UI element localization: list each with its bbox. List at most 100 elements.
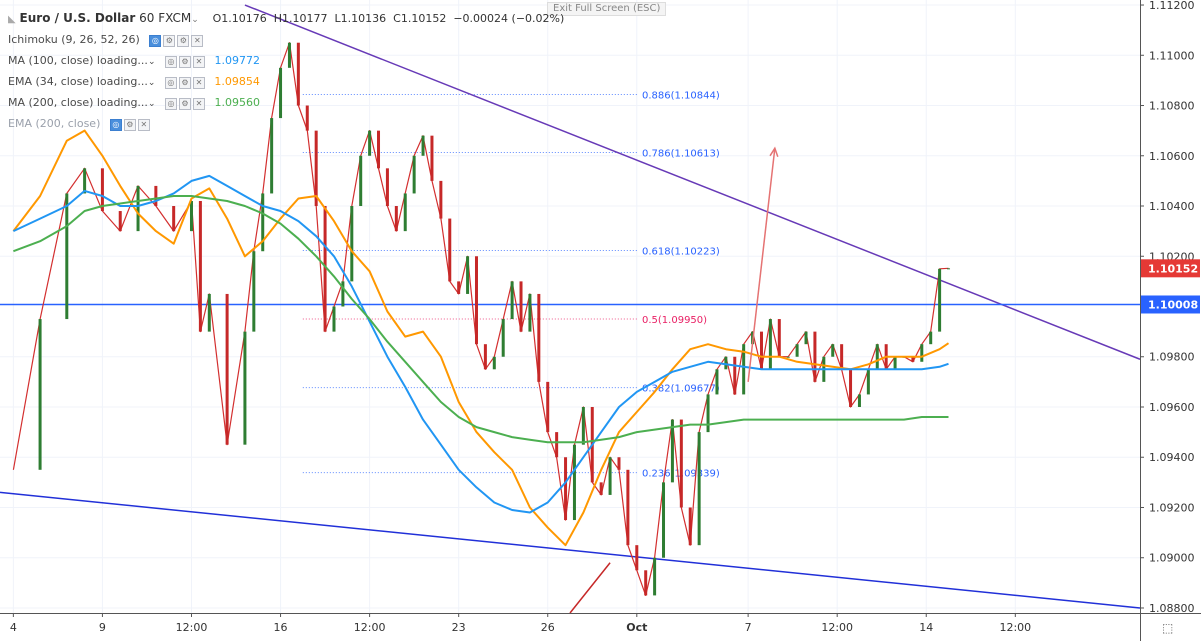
candle-body (118, 211, 122, 232)
grid (0, 0, 1140, 613)
candle-body (38, 319, 42, 470)
candle-body (679, 419, 683, 508)
candle-body (929, 331, 933, 345)
eye-icon[interactable]: ◎ (164, 97, 177, 110)
indicator-ichimoku[interactable]: Ichimoku (9, 26, 52, 26) ◎ ⚙ ⚙ ✕ (8, 33, 205, 47)
candle-body (875, 344, 879, 370)
candle-body (635, 545, 639, 571)
candle-body (457, 281, 461, 294)
close-icon[interactable]: ✕ (192, 76, 205, 89)
collapse-icon[interactable]: ◣ (8, 14, 16, 25)
visibility-icon[interactable]: ◎ (109, 118, 122, 131)
candle-body (65, 193, 69, 320)
eye-icon[interactable]: ◎ (164, 76, 177, 89)
price-label: 1.10152 (1148, 262, 1198, 275)
candle-body (368, 130, 372, 156)
candle-body (795, 344, 799, 357)
candle-body (688, 507, 692, 546)
ohlc-low: L1.10136 (334, 12, 387, 25)
candle-body (421, 135, 425, 156)
indicator-label: MA (100, close) loading... (8, 54, 148, 67)
symbol-header: ◣ Euro / U.S. Dollar 60 FXCM⌄ O1.10176 H… (8, 11, 564, 25)
candle-body (813, 331, 817, 382)
settings-icon[interactable]: ⚙ (163, 34, 176, 47)
candle-body (742, 344, 746, 395)
eye-icon[interactable]: ◎ (164, 55, 177, 68)
visibility-icon[interactable]: ◎ (149, 34, 162, 47)
candle-body (430, 135, 434, 181)
chevron-down-icon[interactable]: ⌄ (147, 57, 156, 67)
arrow-head (769, 146, 779, 157)
x-tick-label: 4 (10, 621, 17, 634)
price-label: 1.10008 (1148, 298, 1198, 311)
candle-body (768, 319, 772, 370)
candle-body (287, 42, 291, 68)
chevron-down-icon[interactable]: ⌄ (191, 15, 199, 25)
close-icon[interactable]: ✕ (192, 97, 205, 110)
candle-body (403, 193, 407, 232)
candle-body (394, 206, 398, 232)
candle-body (866, 369, 870, 395)
ohlc-change: −0.00024 (−0.02%) (453, 12, 565, 25)
target-arrow (747, 148, 776, 382)
fullscreen-toggle-icon[interactable]: ⬚ (1162, 621, 1174, 635)
candle-body (296, 42, 300, 106)
settings-icon[interactable]: ⚙ (178, 76, 191, 89)
indicator-label: EMA (34, close) loading... (8, 75, 148, 88)
close-icon[interactable]: ✕ (137, 118, 150, 131)
trend-lines[interactable] (0, 4, 1141, 609)
close-icon[interactable]: ✕ (192, 55, 205, 68)
candle-body (305, 105, 309, 131)
candle-body (172, 206, 176, 232)
ohlc-close: C1.10152 (393, 12, 447, 25)
candle-body (252, 251, 256, 332)
candle-body (947, 268, 951, 270)
x-tick-label: 23 (452, 621, 466, 634)
candle-body (466, 256, 470, 294)
settings-icon[interactable]: ⚙ (123, 118, 136, 131)
candle-body (759, 331, 763, 370)
indicator-ma200[interactable]: MA (200, close) loading...⌄ ◎ ⚙ ✕ 1.09560 (8, 96, 260, 110)
candle-body (189, 200, 193, 232)
fib-level-label: 0.5(1.09950) (642, 315, 707, 326)
close-icon[interactable]: ✕ (191, 34, 204, 47)
candle-body (831, 344, 835, 357)
chevron-down-icon[interactable]: ⌄ (147, 78, 156, 88)
candle-body (581, 406, 585, 445)
candle-body (920, 344, 924, 362)
settings-icon[interactable]: ⚙ (178, 97, 191, 110)
x-tick-label: 9 (99, 621, 106, 634)
upper-trendline[interactable] (244, 4, 1141, 360)
lower-trendline[interactable] (0, 491, 1141, 609)
gear-icon[interactable]: ⚙ (177, 34, 190, 47)
indicator-ema200[interactable]: EMA (200, close) ◎ ⚙ ✕ (8, 117, 152, 131)
y-tick-label: 1.09400 (1149, 451, 1195, 464)
candle-body (857, 394, 861, 407)
symbol-name[interactable]: Euro / U.S. Dollar (19, 11, 136, 25)
indicator-ema34[interactable]: EMA (34, close) loading...⌄ ◎ ⚙ ✕ 1.09854 (8, 75, 260, 89)
price-label-box (1141, 295, 1200, 314)
candle-body (243, 331, 247, 445)
y-tick-label: 1.09200 (1149, 501, 1195, 514)
y-tick-label: 1.09600 (1149, 401, 1195, 414)
exit-fullscreen-button[interactable]: Exit Full Screen (ESC) (547, 2, 667, 16)
indicator-ma100[interactable]: MA (100, close) loading...⌄ ◎ ⚙ ✕ 1.09772 (8, 54, 260, 68)
candle-body (555, 432, 559, 458)
indicator-value: 1.09560 (214, 96, 260, 109)
candle-body (608, 457, 612, 495)
price-axis[interactable]: 1.112001.110001.108001.106001.104001.102… (1140, 0, 1200, 641)
y-tick-label: 1.11200 (1149, 0, 1195, 12)
settings-icon[interactable]: ⚙ (178, 55, 191, 68)
y-tick-label: 1.10400 (1149, 200, 1195, 213)
interval-label[interactable]: 60 (139, 11, 155, 25)
candle-body (154, 185, 158, 207)
candle-body (519, 281, 523, 332)
candle-body (626, 469, 630, 546)
indicator-label: EMA (200, close) (8, 117, 101, 130)
x-tick-label: 12:00 (999, 621, 1031, 634)
candle-body (653, 557, 657, 596)
chevron-down-icon[interactable]: ⌄ (147, 99, 156, 109)
time-axis[interactable]: 4 9 12:00 16 12:00 23 26 Oct 7 12:00 14 12:00 (0, 613, 1201, 634)
candle-body (225, 293, 229, 445)
